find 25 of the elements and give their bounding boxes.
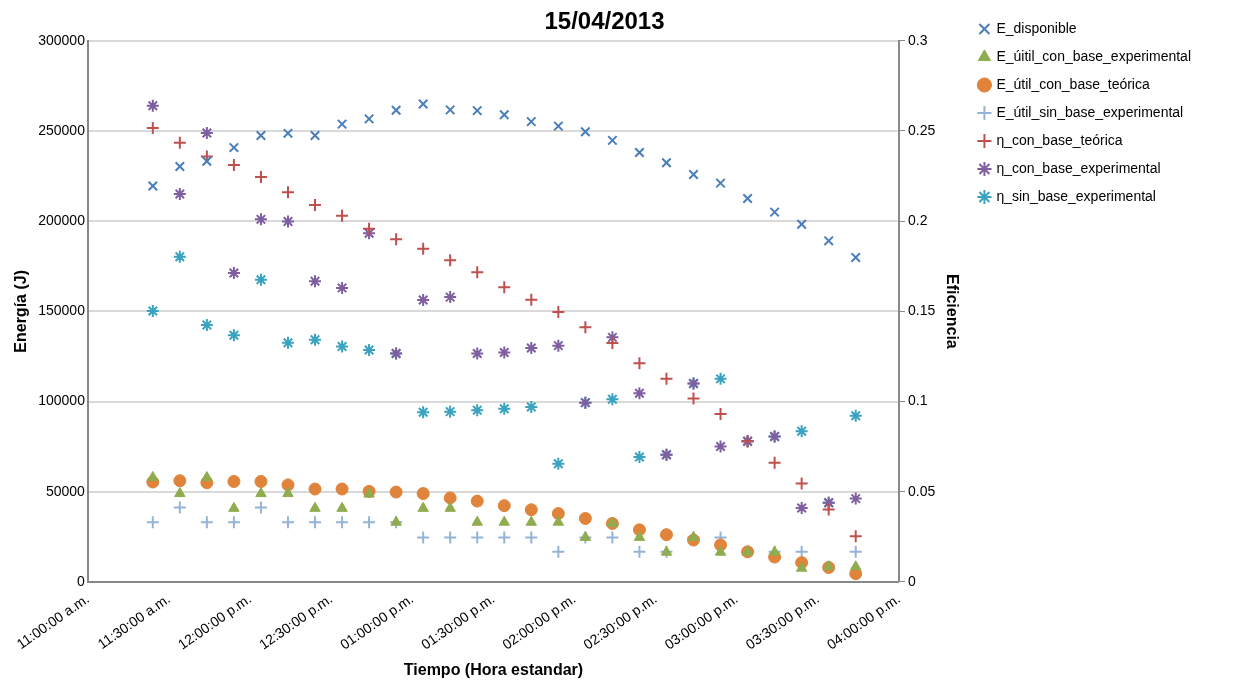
y2-tick-label: 0.15 — [907, 302, 936, 319]
legend-label: η_sin_base_experimental — [996, 187, 1156, 204]
y2-tick-label: 0.2 — [907, 212, 928, 229]
y2-axis-title: Eficiencia — [944, 274, 962, 349]
y-tick-label: 50000 — [45, 482, 86, 499]
y-tick-label: 300000 — [38, 31, 86, 48]
legend-label: E_útil_con_base_teórica — [996, 75, 1150, 92]
y2-tick-label: 0.05 — [907, 482, 936, 499]
y-tick-label: 200000 — [38, 212, 86, 229]
y-tick-label: 250000 — [38, 121, 86, 138]
x-axis-title: Tiempo (Hora estandar) — [403, 660, 584, 678]
y2-tick-label: 0.1 — [907, 392, 928, 409]
chart-title: 15/04/2013 — [544, 7, 665, 35]
y-tick-label: 0 — [77, 572, 86, 589]
legend-label: E_úitil_con_base_experimental — [996, 47, 1192, 64]
legend-label: η_con_base_experimental — [996, 159, 1161, 176]
legend-label: E_útil_sin_base_experimental — [996, 103, 1184, 120]
y-tick-label: 100000 — [38, 392, 86, 409]
y2-tick-label: 0.25 — [907, 121, 936, 138]
y-axis-title: Energía (J) — [12, 270, 30, 353]
y2-tick-label: 0 — [907, 572, 916, 589]
legend-label: η_con_base_teórica — [996, 131, 1123, 148]
y-tick-label: 150000 — [38, 302, 86, 319]
y2-tick-label: 0.3 — [907, 31, 928, 48]
legend-label: E_disponible — [996, 19, 1077, 36]
